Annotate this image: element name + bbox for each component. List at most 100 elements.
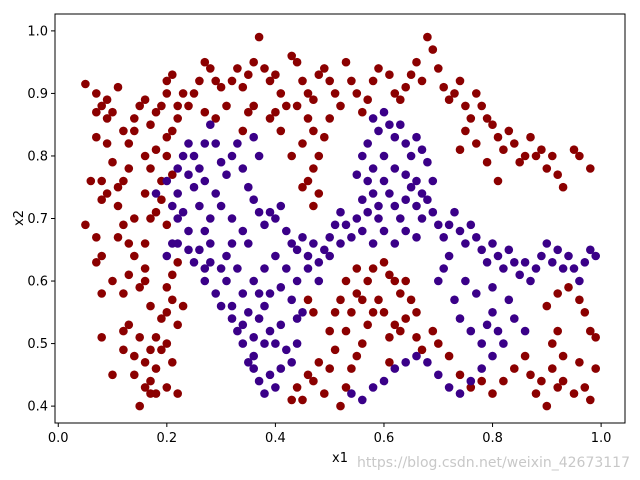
scatter-point-s0-57 bbox=[130, 251, 139, 261]
scatter-point-s1-195 bbox=[434, 370, 443, 380]
scatter-point-s0-98 bbox=[200, 57, 210, 67]
scatter-point-s1-129 bbox=[379, 107, 389, 117]
scatter-point-s0-45 bbox=[135, 401, 144, 411]
scatter-point-s0-171 bbox=[309, 164, 318, 173]
scatter-point-s0-122 bbox=[336, 101, 345, 111]
scatter-point-s0-218 bbox=[347, 364, 356, 373]
scatter-point-s1-114 bbox=[526, 276, 535, 286]
scatter-point-s0-26 bbox=[124, 139, 134, 148]
scatter-point-s0-31 bbox=[119, 176, 128, 186]
scatter-point-s1-134 bbox=[406, 151, 416, 161]
scatter-point-s0-62 bbox=[140, 151, 150, 161]
scatter-point-s0-231 bbox=[417, 345, 427, 355]
scatter-point-s1-86 bbox=[374, 201, 383, 211]
scatter-point-s0-213 bbox=[374, 295, 383, 305]
scatter-point-s0-139 bbox=[434, 64, 443, 73]
scatter-point-s1-1 bbox=[162, 176, 172, 186]
scatter-point-s1-38 bbox=[260, 389, 269, 398]
scatter-point-s0-131 bbox=[390, 89, 400, 98]
scatter-point-s1-9 bbox=[168, 239, 177, 248]
scatter-point-s0-85 bbox=[162, 283, 172, 292]
scatter-point-s1-144 bbox=[412, 176, 421, 186]
scatter-point-s0-9 bbox=[97, 176, 106, 186]
scatter-point-s0-68 bbox=[162, 89, 172, 98]
scatter-point-s0-198 bbox=[347, 308, 356, 317]
scatter-point-s0-202 bbox=[368, 264, 378, 273]
scatter-point-s1-104 bbox=[472, 233, 481, 242]
scatter-point-s1-198 bbox=[466, 376, 476, 386]
scatter-point-s0-165 bbox=[586, 164, 595, 173]
scatter-point-s1-205 bbox=[227, 214, 237, 223]
scatter-point-s0-193 bbox=[336, 401, 345, 411]
scatter-point-s0-188 bbox=[461, 126, 470, 136]
scatter-point-s0-18 bbox=[92, 258, 101, 267]
scatter-point-s0-22 bbox=[108, 370, 117, 380]
scatter-point-s1-187 bbox=[434, 276, 443, 286]
scatter-point-s0-154 bbox=[515, 157, 524, 167]
scatter-point-s0-47 bbox=[140, 358, 150, 367]
scatter-point-s0-71 bbox=[173, 101, 182, 111]
scatter-point-s0-220 bbox=[309, 376, 318, 386]
scatter-point-s0-49 bbox=[151, 333, 161, 342]
scatter-point-s0-39 bbox=[124, 320, 134, 330]
scatter-point-s1-141 bbox=[379, 151, 389, 161]
scatter-point-s1-158 bbox=[314, 276, 324, 286]
scatter-point-s0-60 bbox=[140, 189, 150, 198]
scatter-point-s0-263 bbox=[537, 376, 546, 386]
scatter-point-s0-229 bbox=[396, 326, 405, 336]
scatter-point-s1-125 bbox=[586, 245, 595, 255]
scatter-point-s1-100 bbox=[450, 207, 459, 217]
scatter-point-s1-39 bbox=[254, 376, 264, 386]
scatter-point-s0-267 bbox=[385, 358, 394, 367]
scatter-point-s0-107 bbox=[254, 32, 264, 42]
scatter-point-s1-93 bbox=[412, 201, 421, 211]
scatter-point-s1-72 bbox=[298, 233, 307, 242]
scatter-point-s1-27 bbox=[254, 314, 264, 323]
scatter-point-s0-132 bbox=[396, 95, 405, 104]
scatter-point-s0-199 bbox=[352, 289, 362, 298]
scatter-point-s0-211 bbox=[390, 320, 400, 330]
scatter-point-s0-260 bbox=[591, 333, 600, 342]
scatter-point-s1-211 bbox=[254, 151, 264, 161]
scatter-point-s1-200 bbox=[488, 351, 497, 361]
scatter-point-s0-114 bbox=[292, 57, 302, 67]
scatter-point-s1-105 bbox=[477, 245, 487, 255]
scatter-point-s1-43 bbox=[233, 326, 242, 336]
scatter-point-s0-212 bbox=[379, 308, 389, 317]
scatter-point-s1-77 bbox=[325, 233, 335, 242]
scatter-point-s1-26 bbox=[249, 333, 258, 342]
scatter-point-s1-108 bbox=[493, 251, 503, 261]
scatter-point-s1-111 bbox=[510, 258, 519, 267]
scatter-point-s0-35 bbox=[130, 214, 139, 223]
scatter-point-s0-43 bbox=[130, 370, 139, 380]
scatter-point-s0-102 bbox=[227, 76, 237, 86]
scatter-point-s0-149 bbox=[488, 120, 497, 129]
scatter-point-s1-52 bbox=[178, 151, 188, 161]
scatter-point-s1-101 bbox=[455, 226, 465, 236]
scatter-point-s1-151 bbox=[368, 239, 378, 248]
scatter-point-s1-189 bbox=[488, 283, 497, 292]
scatter-point-s0-164 bbox=[575, 151, 584, 161]
scatter-point-s0-42 bbox=[135, 333, 144, 342]
scatter-point-s1-113 bbox=[520, 258, 530, 267]
scatter-point-s0-144 bbox=[461, 101, 470, 111]
scatter-point-s1-139 bbox=[358, 151, 367, 161]
scatter-point-s0-223 bbox=[292, 383, 302, 392]
scatter-point-s0-255 bbox=[553, 289, 562, 298]
scatter-point-s0-233 bbox=[434, 339, 443, 348]
scatter-point-s1-99 bbox=[444, 220, 454, 230]
scatter-point-s0-10 bbox=[92, 132, 101, 142]
y-tick-label: 0.7 bbox=[27, 212, 48, 227]
scatter-point-s1-136 bbox=[417, 145, 427, 154]
scatter-point-s0-189 bbox=[455, 145, 465, 154]
scatter-point-s0-21 bbox=[97, 333, 106, 342]
scatter-point-s0-251 bbox=[575, 358, 584, 367]
scatter-point-s1-127 bbox=[368, 114, 378, 123]
scatter-point-s1-64 bbox=[254, 207, 264, 217]
scatter-point-s0-262 bbox=[548, 364, 557, 373]
scatter-point-s0-169 bbox=[298, 139, 307, 148]
scatter-point-s0-24 bbox=[113, 201, 123, 211]
scatter-point-s1-84 bbox=[363, 207, 373, 217]
scatter-point-s0-128 bbox=[368, 76, 378, 86]
